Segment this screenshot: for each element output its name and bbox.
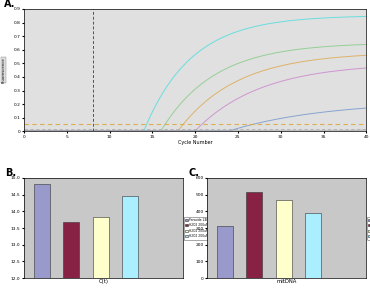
X-axis label: mitDNA: mitDNA xyxy=(276,280,297,284)
X-axis label: Cycle Number: Cycle Number xyxy=(178,140,212,145)
Bar xyxy=(276,200,292,278)
Bar xyxy=(63,222,79,278)
Text: A.: A. xyxy=(4,0,15,9)
Bar xyxy=(217,226,233,278)
Text: Fluorescence: Fluorescence xyxy=(1,57,5,83)
Bar xyxy=(305,213,321,278)
Legend: Peroxide 24hr, H2O2 200uM  24hr, H2O2 200uM  48hr, H2O2 200uM  72hr: Peroxide 24hr, H2O2 200uM 24hr, H2O2 200… xyxy=(367,216,370,239)
Bar xyxy=(246,192,262,278)
Text: C.: C. xyxy=(188,168,199,178)
Bar xyxy=(122,196,138,278)
X-axis label: C(t): C(t) xyxy=(99,280,109,284)
Legend: Peroxide 24hr, H2O2 200uM  24hr, H2O2 200uM  48hr, H2O2 200uM  72hr: Peroxide 24hr, H2O2 200uM 24hr, H2O2 200… xyxy=(184,216,218,239)
Text: B.: B. xyxy=(5,168,16,178)
Bar xyxy=(92,217,109,278)
Bar xyxy=(34,184,50,278)
